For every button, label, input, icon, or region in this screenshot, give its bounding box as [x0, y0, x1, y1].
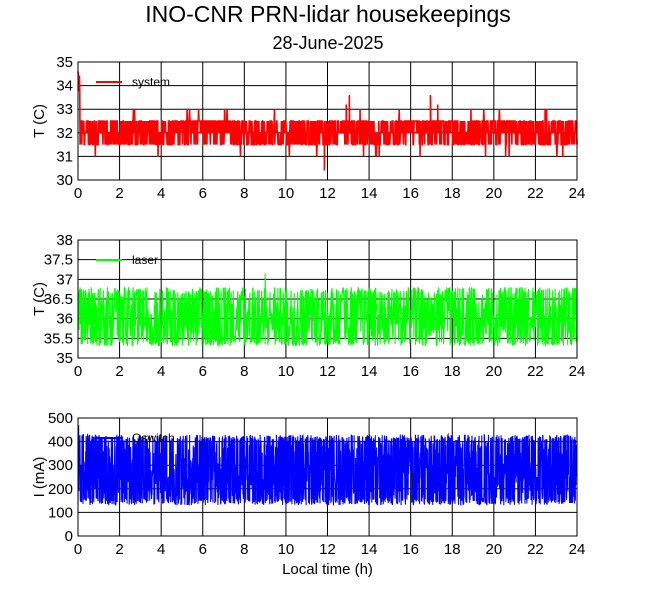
x-tick-label: 18: [444, 185, 461, 202]
x-tick-label: 16: [402, 185, 419, 202]
y-axis-label: I (mA): [31, 457, 48, 498]
x-tick-label: 4: [157, 541, 165, 558]
y-tick-label: 36.5: [44, 291, 73, 308]
legend-label: Qswitch: [132, 431, 175, 445]
y-axis-label: T (C): [31, 104, 48, 138]
x-tick-label: 10: [278, 363, 295, 380]
x-tick-label: 22: [527, 541, 544, 558]
y-tick-label: 300: [48, 457, 73, 474]
plot-frame: [77, 417, 578, 537]
x-tick-label: 24: [569, 363, 586, 380]
x-tick-label: 16: [402, 363, 419, 380]
x-tick-label: 4: [157, 185, 165, 202]
x-tick-label: 10: [278, 185, 295, 202]
x-tick-label: 0: [74, 541, 82, 558]
x-tick-label: 4: [157, 363, 165, 380]
x-tick-label: 22: [527, 363, 544, 380]
y-tick-label: 33: [56, 101, 73, 118]
x-tick-label: 14: [361, 363, 378, 380]
x-tick-label: 2: [115, 185, 123, 202]
y-tick-label: 500: [48, 410, 73, 427]
chart-subtitle: 28-June-2025: [272, 33, 383, 53]
legend-label: laser: [132, 253, 158, 267]
series-line-laser: [77, 273, 578, 348]
x-tick-label: 20: [485, 363, 502, 380]
y-tick-label: 35: [56, 54, 73, 71]
x-tick-label: 22: [527, 185, 544, 202]
x-tick-label: 0: [74, 185, 82, 202]
x-tick-label: 2: [115, 541, 123, 558]
y-axis-label: T (C): [31, 282, 48, 316]
y-tick-label: 38: [56, 232, 73, 249]
x-tick-label: 10: [278, 541, 295, 558]
x-tick-label: 24: [569, 185, 586, 202]
x-tick-label: 14: [361, 185, 378, 202]
plot-frame: [77, 239, 578, 359]
y-tick-label: 34: [56, 78, 73, 95]
x-tick-label: 14: [361, 541, 378, 558]
legend-label: system: [132, 75, 170, 89]
x-tick-label: 6: [199, 185, 207, 202]
series-line-system: [77, 71, 578, 171]
x-tick-label: 12: [319, 185, 336, 202]
x-tick-label: 12: [319, 363, 336, 380]
y-tick-label: 35.5: [44, 330, 73, 347]
x-axis-label: Local time (h): [282, 561, 373, 578]
chart-title: INO-CNR PRN-lidar housekeepings: [145, 1, 511, 27]
x-tick-label: 18: [444, 363, 461, 380]
y-tick-label: 100: [48, 504, 73, 521]
y-tick-label: 32: [56, 125, 73, 142]
x-tick-label: 20: [485, 185, 502, 202]
x-tick-label: 8: [240, 363, 248, 380]
y-tick-label: 30: [56, 172, 73, 189]
x-tick-label: 2: [115, 363, 123, 380]
x-tick-label: 8: [240, 185, 248, 202]
y-tick-label: 0: [65, 528, 73, 545]
x-tick-label: 6: [199, 363, 207, 380]
series-line-qswitch: [77, 425, 578, 506]
y-tick-label: 36: [56, 311, 73, 328]
x-tick-label: 6: [199, 541, 207, 558]
x-tick-label: 8: [240, 541, 248, 558]
x-tick-label: 18: [444, 541, 461, 558]
y-tick-label: 37: [56, 271, 73, 288]
y-tick-label: 35: [56, 350, 73, 367]
y-tick-label: 31: [56, 148, 73, 165]
x-tick-label: 0: [74, 363, 82, 380]
x-tick-label: 12: [319, 541, 336, 558]
x-tick-label: 24: [569, 541, 586, 558]
y-tick-label: 37.5: [44, 252, 73, 269]
y-tick-label: 200: [48, 481, 73, 498]
y-tick-label: 400: [48, 434, 73, 451]
x-tick-label: 20: [485, 541, 502, 558]
plot-frame: [77, 61, 578, 181]
x-tick-label: 16: [402, 541, 419, 558]
